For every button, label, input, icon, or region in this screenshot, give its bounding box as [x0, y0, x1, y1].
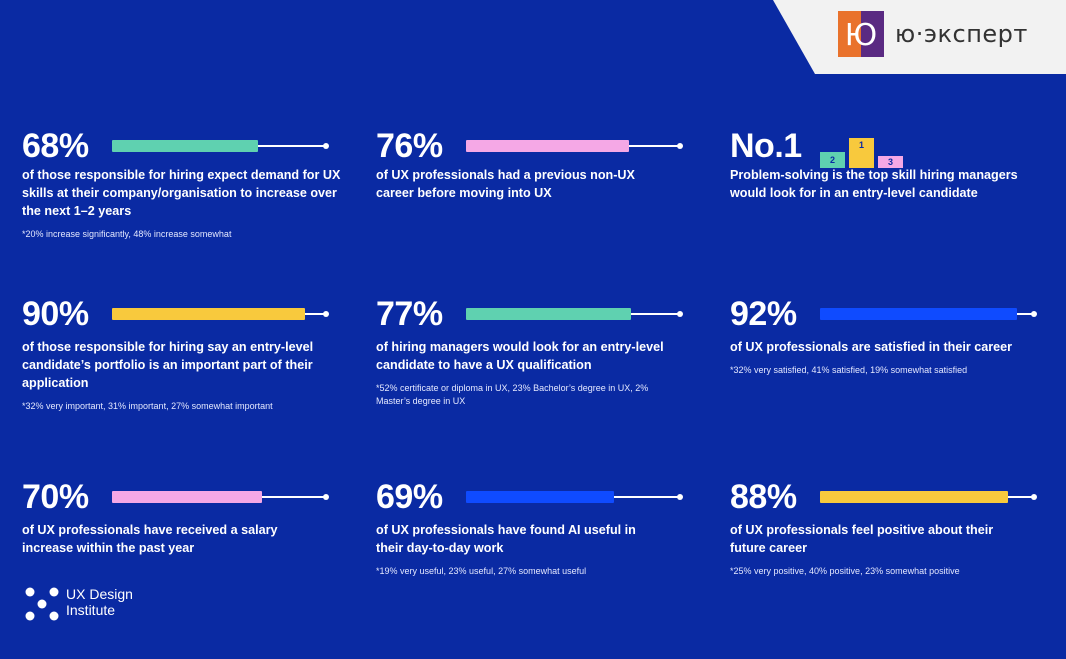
- progress-fill: [820, 308, 1017, 320]
- stat-value: 68%: [22, 127, 89, 165]
- stat-footnote: *52% certificate or diploma in UX, 23% B…: [376, 383, 649, 406]
- stat-footnote: *32% very important, 31% important, 27% …: [22, 401, 273, 411]
- stat-career-satisfaction: 92% of UX professionals are satisfied in…: [730, 294, 1050, 377]
- track-end-dot: [677, 494, 683, 500]
- stat-description: Problem-solving is the top skill hiring …: [730, 168, 1018, 200]
- brand-mark-letter: Ю: [845, 18, 877, 53]
- stat-hiring-demand: 68% of those responsible for hiring expe…: [22, 126, 342, 241]
- stat-value: 76%: [376, 127, 443, 165]
- progress-track: [466, 308, 683, 320]
- stat-value: No.1: [730, 127, 802, 165]
- progress-track: [112, 140, 329, 152]
- track-end-dot: [323, 143, 329, 149]
- stat-value: 90%: [22, 295, 89, 333]
- progress-track: [820, 491, 1037, 503]
- progress-track: [112, 308, 329, 320]
- stat-ux-qualification: 77% of hiring managers would look for an…: [376, 294, 696, 408]
- stat-value: 88%: [730, 478, 797, 516]
- progress-fill: [112, 140, 258, 152]
- stat-top-skill: No.1 2 1 3 Problem-solving is the top sk…: [730, 126, 1050, 202]
- ux-design-institute-logo: UX Design Institute: [24, 586, 133, 622]
- stat-value: 69%: [376, 478, 443, 516]
- uxdi-name-line1: UX Design: [66, 586, 133, 602]
- podium-icon: 2 1 3: [820, 128, 910, 168]
- track-end-dot: [1031, 311, 1037, 317]
- brand-logo-icon: Ю: [838, 11, 884, 57]
- progress-fill: [112, 491, 262, 503]
- uxdi-name-line2: Institute: [66, 602, 116, 618]
- stat-portfolio: 90% of those responsible for hiring say …: [22, 294, 342, 413]
- stat-description: of UX professionals have received a sala…: [22, 523, 278, 555]
- podium-step-first: 1: [849, 138, 874, 168]
- stat-ai-useful: 69% of UX professionals have found AI us…: [376, 477, 696, 578]
- track-end-dot: [1031, 494, 1037, 500]
- track-end-dot: [677, 143, 683, 149]
- track-end-dot: [323, 494, 329, 500]
- stat-value: 70%: [22, 478, 89, 516]
- stat-future-career: 88% of UX professionals feel positive ab…: [730, 477, 1050, 578]
- podium-step-second: 2: [820, 152, 845, 168]
- progress-track: [466, 491, 683, 503]
- stat-description: of UX professionals feel positive about …: [730, 523, 994, 555]
- progress-fill: [466, 308, 631, 320]
- stat-description: of UX professionals have found AI useful…: [376, 523, 636, 555]
- stat-footnote: *19% very useful, 23% useful, 27% somewh…: [376, 566, 587, 576]
- stat-footnote: *20% increase significantly, 48% increas…: [22, 229, 232, 239]
- stat-description: of UX professionals are satisfied in the…: [730, 340, 1013, 354]
- track-end-dot: [323, 311, 329, 317]
- stat-description: of UX professionals had a previous non-U…: [376, 168, 635, 200]
- uxdi-mark-icon: [25, 587, 59, 621]
- track-end-dot: [677, 311, 683, 317]
- stat-footnote: *32% very satisfied, 41% satisfied, 19% …: [730, 365, 968, 375]
- stat-description: of those responsible for hiring say an e…: [22, 340, 314, 390]
- progress-track: [112, 491, 329, 503]
- stat-value: 92%: [730, 295, 797, 333]
- stat-value: 77%: [376, 295, 443, 333]
- progress-fill: [466, 491, 614, 503]
- stat-previous-career: 76% of UX professionals had a previous n…: [376, 126, 696, 202]
- progress-fill: [112, 308, 305, 320]
- stat-description: of hiring managers would look for an ent…: [376, 340, 664, 372]
- progress-track: [820, 308, 1037, 320]
- stat-salary-increase: 70% of UX professionals have received a …: [22, 477, 342, 557]
- stat-description: of those responsible for hiring expect d…: [22, 168, 341, 218]
- stat-footnote: *25% very positive, 40% positive, 23% so…: [730, 566, 960, 576]
- progress-track: [466, 140, 683, 152]
- brand-tab: [773, 0, 1066, 74]
- progress-fill: [466, 140, 629, 152]
- uxdi-name: UX Design Institute: [66, 586, 186, 618]
- podium-step-third: 3: [878, 156, 903, 168]
- progress-fill: [820, 491, 1009, 503]
- brand-name: ю·эксперт: [895, 20, 1028, 48]
